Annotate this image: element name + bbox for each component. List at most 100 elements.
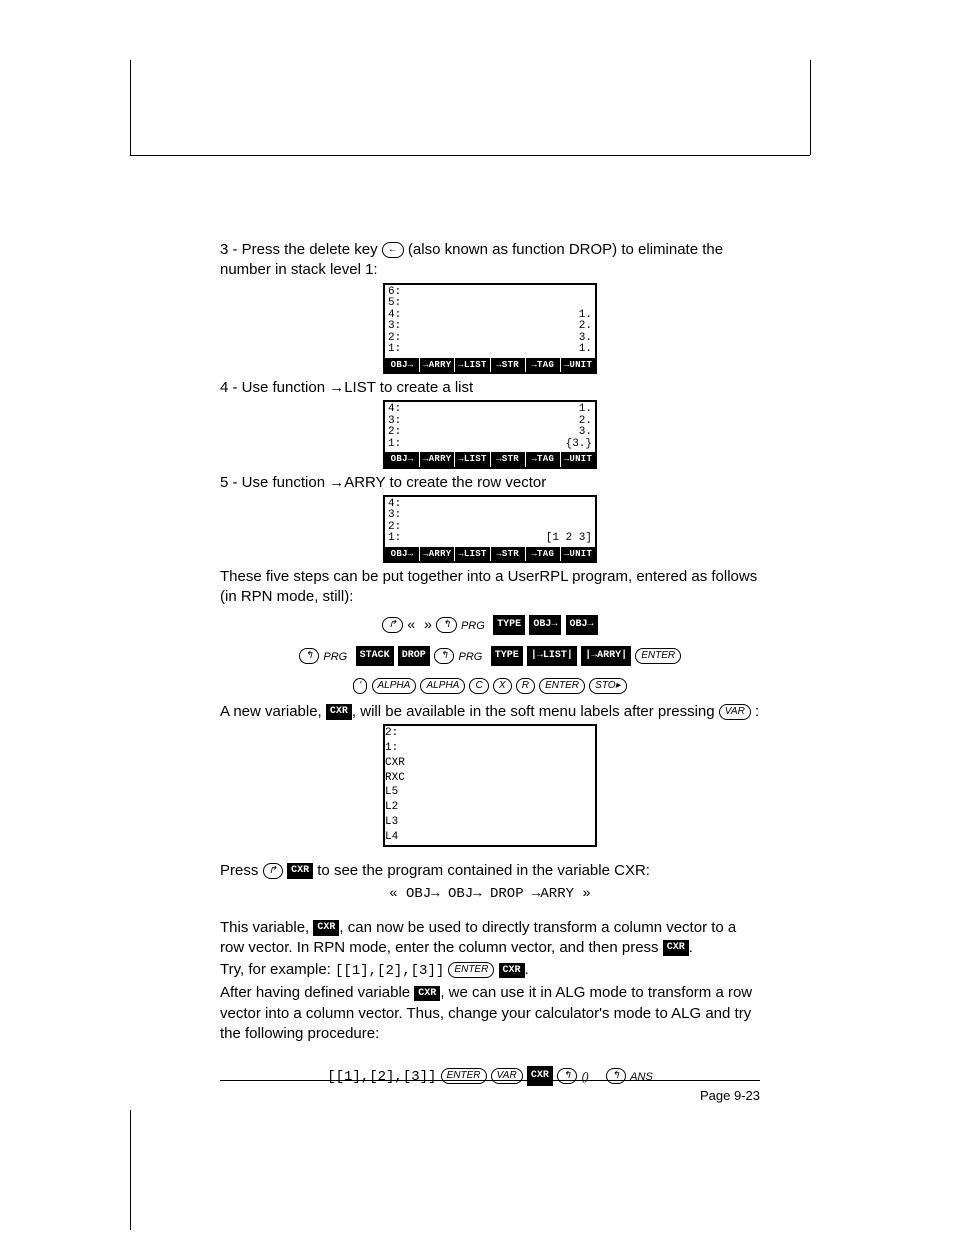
m3-2: →LIST — [455, 547, 490, 561]
press-b: to see the program contained in the vari… — [317, 862, 650, 879]
alpha-key-icon-2: ALPHA — [420, 678, 465, 694]
cxr-label-4: CXR — [663, 940, 689, 956]
s1r5l: 1: — [388, 344, 401, 356]
c-key-icon: C — [469, 678, 488, 694]
content-area: 3 - Press the delete key ← (also known a… — [220, 240, 760, 1093]
s4r1l: 1: — [385, 742, 398, 754]
alpha-key-icon-1: ALPHA — [372, 678, 417, 694]
summary-1: These five steps can be put together int… — [220, 567, 760, 608]
enter-key-icon: ENTER — [635, 648, 681, 664]
s1r1l: 5: — [388, 298, 401, 310]
m4-3: L2 — [385, 800, 595, 815]
obj-label-2: OBJ→ — [566, 615, 598, 635]
s1r3l: 3: — [388, 321, 401, 333]
prg-label-2: PRG — [323, 651, 347, 663]
left-shift-key-icon-4: ↰ — [557, 1068, 577, 1084]
m2-5: →UNIT — [561, 452, 595, 466]
tick-key-icon: ' — [353, 678, 367, 694]
afterdef-a: After having defined variable — [220, 984, 414, 1001]
enter-key-icon-3: ENTER — [448, 962, 494, 978]
top-rule-right — [810, 60, 811, 155]
top-rule — [130, 155, 810, 156]
left-shift-key-icon-5: ↰ — [606, 1068, 626, 1084]
calc-screen-1: 6: 5: 4:1. 3:2. 2:3. 1:1. OBJ→ →ARRY →LI… — [383, 283, 597, 374]
x-key-icon: X — [493, 678, 512, 694]
m1-5: →UNIT — [561, 358, 595, 372]
right-shift-key-icon-2: ↱ — [263, 863, 283, 879]
ans-label: ANS — [630, 1071, 653, 1083]
left-shift-key-icon-3: ↰ — [434, 648, 454, 664]
newvar-a: A new variable, — [220, 703, 326, 720]
tryfor-mono: [[1],[2],[3]] — [335, 963, 444, 979]
tryfor-para: Try, for example: [[1],[2],[3]] ENTER CX… — [220, 960, 760, 981]
enter-key-icon-4: ENTER — [441, 1068, 487, 1084]
cxr-label-6: CXR — [414, 986, 440, 1002]
s3r3r: [1 2 3] — [546, 533, 592, 545]
s2r0l: 4: — [388, 404, 401, 416]
tryfor-a: Try, for example: — [220, 961, 335, 978]
left-shift-key-icon: ↰ — [436, 617, 456, 633]
keyseq-3: ' ALPHA ALPHA C X R ENTER STO▸ — [220, 672, 760, 699]
stack-2: 4:1. 3:2. 2:3. 1:{3.} — [385, 402, 595, 452]
m2-3: →STR — [491, 452, 526, 466]
m3-4: →TAG — [526, 547, 561, 561]
m4-1: RXC — [385, 771, 595, 786]
menu-2: OBJ→ →ARRY →LIST →STR →TAG →UNIT — [385, 452, 595, 466]
type-label-2: TYPE — [491, 646, 523, 666]
s2r3r: {3.} — [566, 439, 592, 451]
backspace-key-icon: ← — [382, 242, 404, 258]
left-shift-key-icon-2: ↰ — [299, 648, 319, 664]
arry-label: |→ARRY| — [581, 646, 631, 666]
step-4: 4 - Use function →LIST to create a list — [220, 378, 760, 398]
thisvar-a: This variable, — [220, 919, 313, 936]
cxr-label-3: CXR — [313, 920, 339, 936]
stack-label: STACK — [356, 646, 394, 666]
m3-1: →ARRY — [420, 547, 455, 561]
m2-0: OBJ→ — [385, 452, 420, 466]
m4-5: L4 — [385, 830, 595, 845]
press-para: Press ↱ CXR to see the program contained… — [220, 861, 760, 881]
paren-label: () — [582, 1071, 589, 1083]
s2r3l: 1: — [388, 439, 401, 451]
s1r5r: 1. — [579, 344, 592, 356]
menu-4: CXR RXC L5 L2 L3 L4 — [385, 756, 595, 845]
tryfor-b: . — [525, 961, 529, 978]
cxr-label-1: CXR — [326, 704, 352, 720]
newvar-b: , will be available in the soft menu lab… — [352, 703, 719, 720]
page: 3 - Press the delete key ← (also known a… — [0, 0, 954, 1235]
top-rule-left — [130, 60, 131, 155]
step-3: 3 - Press the delete key ← (also known a… — [220, 240, 760, 281]
stack-4: 2: 1: — [385, 726, 595, 756]
calc-screen-2: 4:1. 3:2. 2:3. 1:{3.} OBJ→ →ARRY →LIST →… — [383, 400, 597, 468]
newvar-c: : — [751, 703, 759, 720]
s2r0r: 1. — [579, 404, 592, 416]
m2-2: →LIST — [455, 452, 490, 466]
keyseq-1: ↱ « » ↰ PRG TYPE OBJ→ OBJ→ — [220, 611, 760, 639]
s4r0l: 2: — [385, 727, 398, 739]
s3r3l: 1: — [388, 533, 401, 545]
thisvar-c: . — [689, 939, 693, 956]
bottom-rule — [220, 1080, 760, 1081]
m4-4: L3 — [385, 815, 595, 830]
stack-1: 6: 5: 4:1. 3:2. 2:3. 1:1. — [385, 285, 595, 358]
m1-2: →LIST — [455, 358, 490, 372]
obj-label-1: OBJ→ — [529, 615, 561, 635]
step-3-a: 3 - Press the delete key — [220, 241, 382, 258]
list-label: |→LIST| — [527, 646, 577, 666]
stack-3: 4: 3: 2: 1:[1 2 3] — [385, 497, 595, 547]
enter-key-icon-2: ENTER — [539, 678, 585, 694]
press-a: Press — [220, 862, 263, 879]
m1-4: →TAG — [526, 358, 561, 372]
algproc-mono: [[1],[2],[3]] — [327, 1069, 436, 1085]
m2-4: →TAG — [526, 452, 561, 466]
afterdef-para: After having defined variable CXR, we ca… — [220, 983, 760, 1044]
newvar-para: A new variable, CXR, will be available i… — [220, 702, 760, 722]
m2-1: →ARRY — [420, 452, 455, 466]
s1r3r: 2. — [579, 321, 592, 333]
m3-0: OBJ→ — [385, 547, 420, 561]
step-5: 5 - Use function →ARRY to create the row… — [220, 473, 760, 493]
m1-3: →STR — [491, 358, 526, 372]
calc-screen-3: 4: 3: 2: 1:[1 2 3] OBJ→ →ARRY →LIST →STR… — [383, 495, 597, 563]
cxr-label-5: CXR — [499, 963, 525, 979]
m3-3: →STR — [491, 547, 526, 561]
